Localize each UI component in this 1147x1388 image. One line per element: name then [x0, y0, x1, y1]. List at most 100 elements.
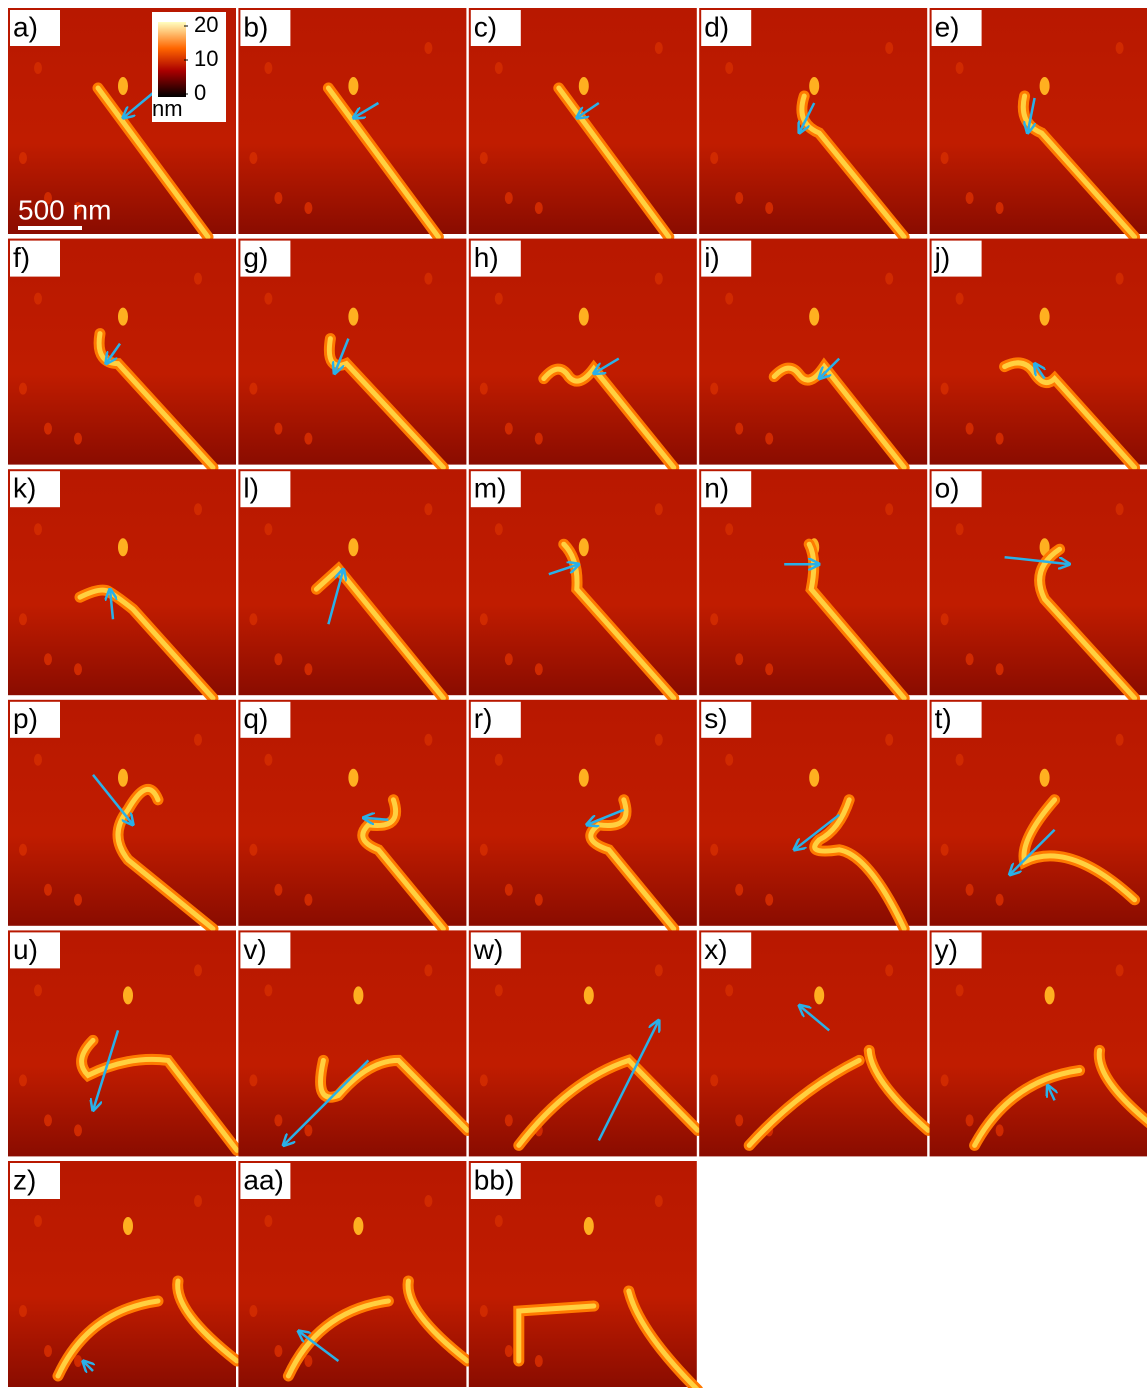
speck [941, 613, 949, 625]
speck [535, 894, 543, 906]
speck [735, 192, 743, 204]
speck [480, 613, 488, 625]
blob [579, 769, 589, 787]
speck [966, 884, 974, 896]
panel: bb) [469, 1161, 698, 1388]
speck [505, 1345, 513, 1357]
speck [274, 884, 282, 896]
blob [1040, 308, 1050, 326]
panel-label: d) [704, 11, 729, 42]
panel: j) [930, 239, 1147, 468]
speck [264, 62, 272, 74]
speck [735, 1114, 743, 1126]
speck [765, 894, 773, 906]
speck [194, 1195, 202, 1207]
speck [535, 202, 543, 214]
speck [725, 62, 733, 74]
speck [655, 273, 663, 285]
blob [579, 538, 589, 556]
speck [304, 1355, 312, 1367]
speck [505, 884, 513, 896]
speck [44, 653, 52, 665]
panel-label: c) [474, 11, 497, 42]
speck [885, 273, 893, 285]
blob [118, 769, 128, 787]
speck [304, 663, 312, 675]
speck [725, 523, 733, 535]
speck [996, 894, 1004, 906]
speck [424, 1195, 432, 1207]
speck [74, 894, 82, 906]
speck [765, 202, 773, 214]
panel: w) [469, 930, 698, 1156]
speck [996, 663, 1004, 675]
speck [1116, 42, 1124, 54]
speck [725, 754, 733, 766]
panel-label: s) [704, 703, 727, 734]
panel-label: b) [243, 11, 268, 42]
speck [264, 1215, 272, 1227]
speck [480, 1074, 488, 1086]
speck [44, 1345, 52, 1357]
speck [194, 734, 202, 746]
blob [814, 986, 824, 1004]
speck [505, 192, 513, 204]
speck [956, 754, 964, 766]
panel: y) [930, 930, 1147, 1156]
speck [655, 1195, 663, 1207]
speck [44, 884, 52, 896]
speck [44, 423, 52, 435]
speck [424, 964, 432, 976]
panel-label: t) [935, 703, 952, 734]
colorbar-tick-label: 20 [194, 12, 218, 37]
speck [495, 754, 503, 766]
speck [956, 62, 964, 74]
panel-label: p) [13, 703, 38, 734]
speck [1116, 734, 1124, 746]
speck [966, 1114, 974, 1126]
speck [710, 383, 718, 395]
speck [941, 844, 949, 856]
speck [34, 754, 42, 766]
speck [535, 433, 543, 445]
speck [505, 423, 513, 435]
panel: h) [469, 239, 697, 468]
speck [535, 1355, 543, 1367]
scale-bar-label: 500 nm [18, 194, 111, 225]
speck [966, 423, 974, 435]
speck [655, 964, 663, 976]
panel: s) [699, 700, 927, 929]
speck [765, 663, 773, 675]
speck [495, 62, 503, 74]
speck [710, 152, 718, 164]
speck [956, 984, 964, 996]
scale-bar [18, 226, 82, 230]
speck [34, 523, 42, 535]
speck [505, 1114, 513, 1126]
speck [735, 423, 743, 435]
speck [424, 734, 432, 746]
speck [655, 734, 663, 746]
panel-label: m) [474, 473, 507, 504]
speck [735, 653, 743, 665]
panel: f) [8, 239, 236, 468]
panel: o) [930, 469, 1147, 698]
speck [249, 1305, 257, 1317]
speck [1116, 273, 1124, 285]
blob [348, 77, 358, 95]
panel: b) [238, 8, 466, 237]
panel-label: z) [13, 1164, 36, 1195]
blob [118, 77, 128, 95]
speck [941, 1074, 949, 1086]
speck [34, 62, 42, 74]
panel: k) [8, 469, 236, 698]
blob [118, 538, 128, 556]
speck [249, 383, 257, 395]
speck [424, 503, 432, 515]
blob [348, 308, 358, 326]
panel-label: x) [704, 934, 727, 965]
speck [655, 503, 663, 515]
speck [34, 1215, 42, 1227]
panel-label: u) [13, 934, 38, 965]
